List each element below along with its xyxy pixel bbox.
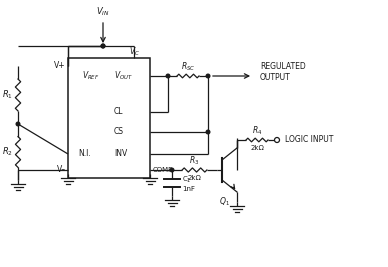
Text: V–: V–	[57, 166, 66, 175]
Circle shape	[206, 130, 210, 134]
Text: N.I.: N.I.	[78, 150, 91, 159]
Text: $V_{IN}$: $V_{IN}$	[96, 6, 110, 18]
Text: $V_C$: $V_C$	[128, 46, 139, 58]
Text: 2kΩ: 2kΩ	[187, 175, 201, 181]
Text: $V_{REF}$: $V_{REF}$	[82, 70, 99, 82]
Text: CL: CL	[114, 108, 123, 116]
Text: $V_{OUT}$: $V_{OUT}$	[114, 70, 133, 82]
Circle shape	[101, 44, 105, 48]
Circle shape	[274, 138, 279, 143]
Text: V+: V+	[54, 61, 66, 70]
Circle shape	[170, 168, 174, 172]
Text: $R_{SC}$: $R_{SC}$	[181, 61, 195, 73]
Text: $R_2$: $R_2$	[2, 146, 12, 158]
Text: C$_1$
1nF: C$_1$ 1nF	[182, 174, 195, 192]
Circle shape	[101, 44, 105, 48]
Circle shape	[206, 74, 210, 78]
Text: LOGIC INPUT: LOGIC INPUT	[285, 135, 333, 144]
Circle shape	[16, 122, 20, 126]
Text: $Q_1$: $Q_1$	[219, 196, 230, 208]
Text: $R_3$: $R_3$	[189, 155, 200, 167]
Text: $R_1$: $R_1$	[2, 89, 12, 101]
Text: 2kΩ: 2kΩ	[250, 145, 264, 151]
Text: COMP: COMP	[153, 167, 173, 173]
Circle shape	[166, 74, 170, 78]
Text: $R_4$: $R_4$	[252, 125, 262, 137]
Text: REGULATED
OUTPUT: REGULATED OUTPUT	[260, 62, 306, 82]
Bar	[68, 58, 150, 178]
Text: CS: CS	[114, 128, 124, 136]
Text: INV: INV	[114, 150, 127, 159]
